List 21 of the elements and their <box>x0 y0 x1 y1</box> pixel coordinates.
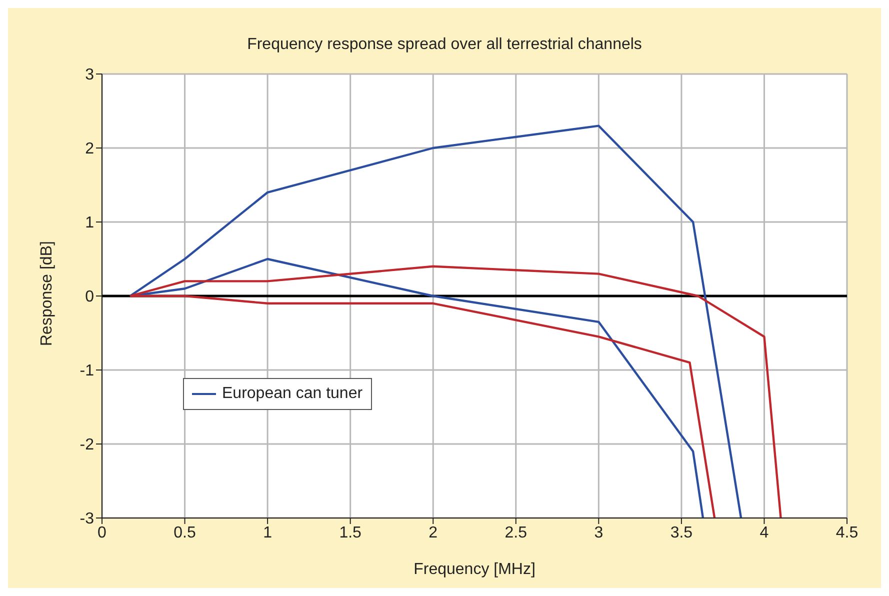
y-tick-label: 0 <box>85 288 94 306</box>
x-tick-label: 0.5 <box>174 524 196 542</box>
y-tick-label: 3 <box>85 66 94 84</box>
x-tick-label: 1.5 <box>339 524 362 542</box>
y-tick-label: -3 <box>80 510 94 528</box>
x-axis-title: Frequency [MHz] <box>414 561 536 578</box>
y-tick-label: 2 <box>85 140 94 158</box>
y-tick-label: -1 <box>80 362 94 380</box>
x-tick-label: 0 <box>98 524 107 542</box>
y-tick-label: 1 <box>85 214 94 232</box>
x-tick-label: 4.5 <box>836 524 858 542</box>
x-tick-label: 2 <box>428 524 438 542</box>
x-tick-label: 2.5 <box>504 524 528 542</box>
x-tick-label: 1 <box>263 524 272 542</box>
chart-title: Frequency response spread over all terrestrial channels <box>246 36 643 54</box>
x-tick-label: 3.5 <box>670 524 693 542</box>
legend-label: European can tuner <box>222 384 363 404</box>
y-axis-title: Response [dB] <box>38 241 56 346</box>
y-tick-label: -2 <box>80 436 94 454</box>
x-tick-label: 3 <box>594 524 604 542</box>
x-tick-label: 4 <box>760 524 769 542</box>
